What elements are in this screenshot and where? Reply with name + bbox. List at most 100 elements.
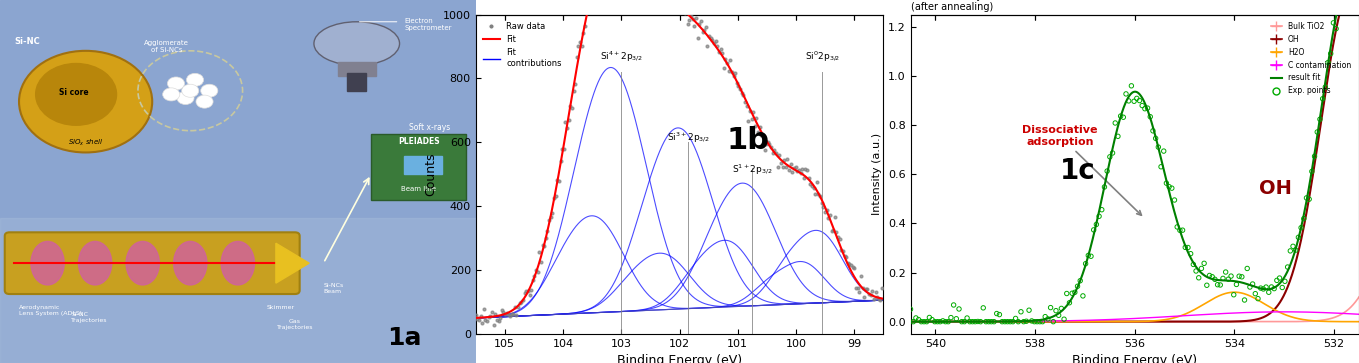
Line: result fit: result fit [911,0,1359,322]
Raw data [708,49,730,55]
Ellipse shape [314,22,400,65]
Raw data [496,310,518,316]
Raw data [674,10,696,16]
Text: Si-NC: Si-NC [14,37,39,46]
Exp. points [1298,196,1320,202]
Exp. points [921,317,943,323]
Exp. points [1245,291,1267,297]
Raw data [578,4,599,9]
Raw data [711,50,733,56]
Raw data [758,141,780,147]
Exp. points [1287,234,1309,240]
Text: Agglomerate
of Si-NCs: Agglomerate of Si-NCs [144,40,189,53]
Raw data [819,212,841,218]
Exp. points [1158,184,1180,189]
Exp. points [1204,276,1226,282]
Raw data [692,29,713,35]
Raw data [514,290,535,296]
Exp. points [1116,91,1137,97]
Text: Dissociative
adsorption: Dissociative adsorption [1022,125,1142,215]
Raw data [557,117,579,123]
Exp. points [1253,286,1275,292]
Raw data [666,1,688,7]
Raw data [813,204,834,210]
Exp. points [1215,269,1237,275]
Raw data [765,150,787,156]
Exp. points [988,312,1010,318]
Raw data [771,160,792,166]
Raw data [523,273,545,278]
Exp. points [951,319,973,325]
Raw data [677,21,699,27]
Raw data [660,0,682,4]
Raw data [535,235,557,241]
Raw data [713,65,735,71]
Exp. points [1021,318,1042,324]
Exp. points [1007,319,1029,325]
Raw data [832,248,853,254]
Raw data [699,33,720,39]
Raw data [499,314,520,319]
Raw data [662,4,684,9]
Raw data [481,310,503,315]
Raw data [731,90,753,96]
Raw data [800,183,822,189]
Exp. points [930,319,951,325]
Text: SiO$_x$ shell: SiO$_x$ shell [68,138,103,148]
Raw data [734,99,756,105]
Raw data [573,23,595,29]
Raw data [866,294,887,300]
Raw data [525,266,546,272]
Ellipse shape [31,241,64,285]
Raw data [825,229,847,235]
Exp. points [983,319,1004,325]
Raw data [860,292,882,298]
Legend: Raw data, Fit, Fit
contributions: Raw data, Fit, Fit contributions [480,19,565,71]
Exp. points [1290,225,1311,231]
result fit [1083,240,1099,244]
Exp. points [1131,103,1152,109]
Raw data [768,152,790,158]
Raw data [773,157,795,163]
Raw data [772,164,794,170]
Raw data [693,27,715,33]
Circle shape [177,91,194,105]
Raw data [787,168,809,174]
Raw data [853,294,875,300]
Raw data [848,289,870,294]
Text: Si$^{3+}$2p$_{3/2}$: Si$^{3+}$2p$_{3/2}$ [667,131,709,146]
Exp. points [1026,319,1048,325]
Text: S$^{1+}$2p$_{3/2}$: S$^{1+}$2p$_{3/2}$ [733,163,773,178]
Raw data [822,228,844,233]
Exp. points [1133,106,1155,111]
Exp. points [1040,305,1061,310]
X-axis label: Binding Energy (eV): Binding Energy (eV) [1072,354,1197,363]
Exp. points [1034,314,1056,319]
Raw data [871,285,893,291]
Bar [371,134,466,200]
Raw data [488,318,510,323]
Raw data [549,158,571,164]
Raw data [864,289,886,295]
Fit [786,167,802,171]
Y-axis label: Intensity (a.u.): Intensity (a.u.) [872,133,882,215]
Raw data [686,36,708,41]
Ellipse shape [174,241,207,285]
Exp. points [1136,105,1158,111]
Exp. points [1118,98,1140,104]
Exp. points [1125,95,1147,101]
Raw data [472,321,493,326]
Raw data [519,292,541,298]
Raw data [473,306,495,312]
Raw data [703,40,724,46]
Exp. points [943,302,965,308]
Text: PLEIADES: PLEIADES [398,137,439,146]
Exp. points [1124,98,1146,104]
Exp. points [974,319,996,325]
Bar [405,156,443,174]
Raw data [541,210,563,216]
Raw data [675,7,697,13]
Exp. points [1258,289,1280,295]
Exp. points [1059,300,1080,306]
Raw data [527,269,549,274]
